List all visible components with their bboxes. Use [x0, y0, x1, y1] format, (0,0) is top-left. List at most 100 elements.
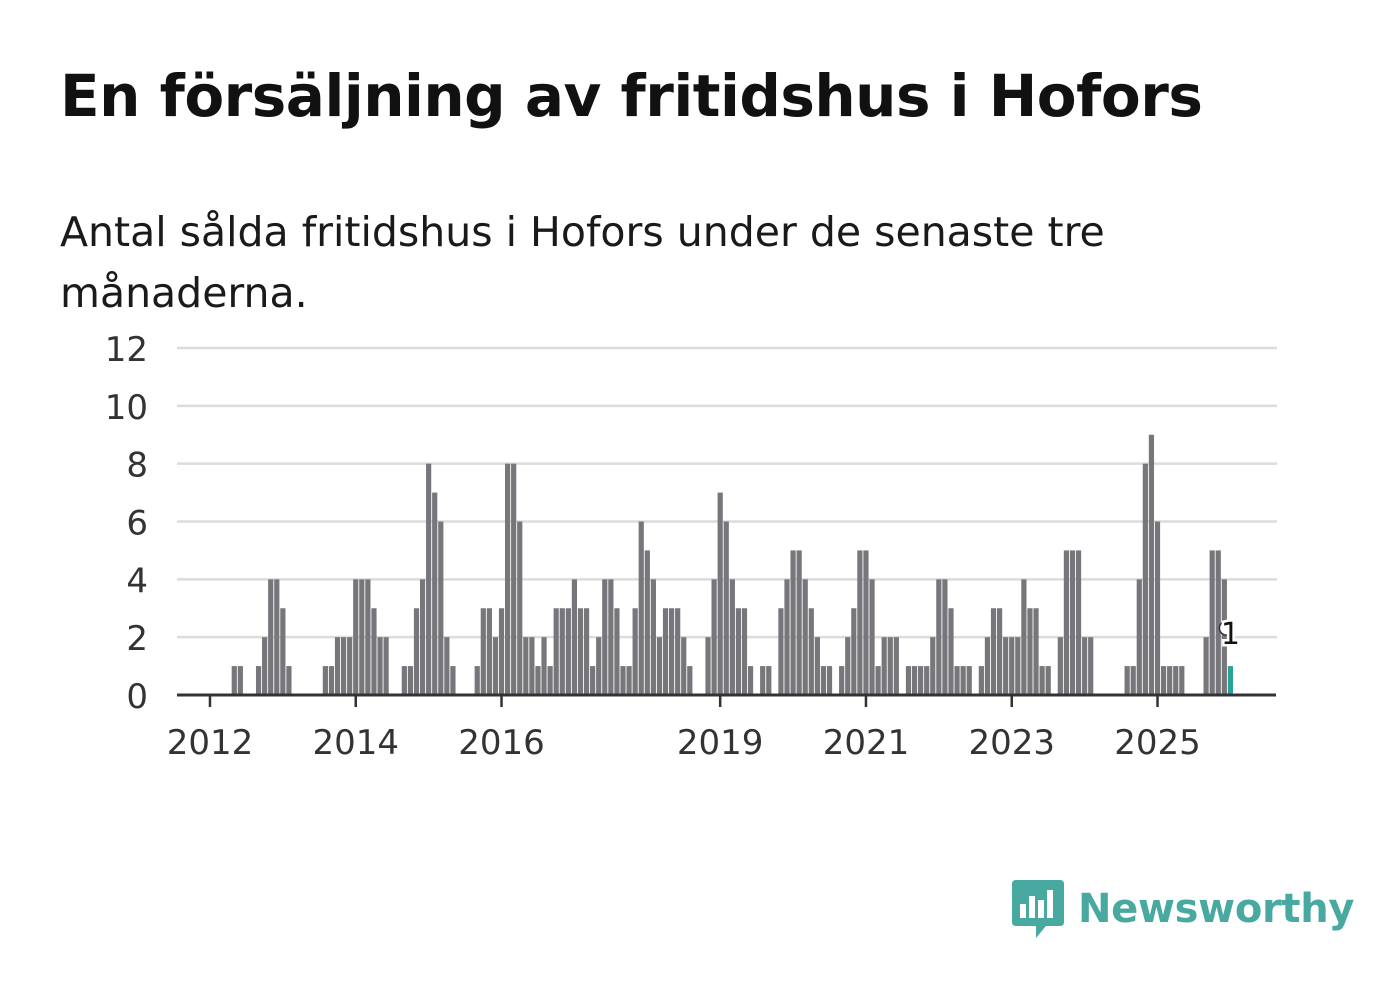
- bar: [359, 579, 365, 695]
- bar: [869, 579, 875, 695]
- bar: [614, 608, 620, 695]
- annotations: 1: [1218, 615, 1242, 655]
- bar: [608, 579, 614, 695]
- bar: [504, 463, 511, 695]
- bar: [650, 579, 656, 695]
- bar: [966, 666, 972, 695]
- bar: [1009, 637, 1015, 695]
- bar: [644, 550, 650, 695]
- bar: [662, 608, 669, 695]
- bar: [802, 579, 808, 695]
- bar: [796, 550, 802, 695]
- bar: [930, 637, 936, 695]
- bar: [918, 666, 924, 695]
- bar: [547, 666, 553, 695]
- bar: [1082, 637, 1088, 695]
- x-tick-label: 2021: [823, 723, 910, 763]
- bar: [1033, 608, 1039, 695]
- bar: [1063, 550, 1070, 695]
- bar: [778, 608, 784, 695]
- bar: [517, 521, 523, 695]
- bar: [583, 608, 590, 695]
- bar: [498, 608, 505, 695]
- bar: [820, 666, 827, 695]
- bar: [911, 666, 918, 695]
- bar: [268, 579, 274, 695]
- bar: [711, 579, 717, 695]
- bar: [668, 608, 675, 695]
- bar: [875, 666, 881, 695]
- bar: [620, 666, 626, 695]
- bar: [565, 608, 571, 695]
- bar: [432, 492, 438, 695]
- bar: [784, 579, 790, 695]
- bar: [741, 608, 748, 695]
- bar: [413, 608, 420, 695]
- bar: [523, 637, 529, 695]
- bar: [535, 666, 541, 695]
- bar: [328, 666, 335, 695]
- bar: [450, 666, 456, 695]
- bar: [262, 637, 268, 695]
- bar: [990, 608, 997, 695]
- bar: [735, 608, 742, 695]
- bar: [1209, 550, 1215, 695]
- bar: [960, 666, 966, 695]
- bar: [571, 579, 578, 695]
- newsworthy-logo-icon: [1012, 880, 1064, 938]
- highlight-value-label: 1: [1221, 617, 1240, 652]
- bar: [826, 666, 833, 695]
- bar: [1130, 666, 1136, 695]
- y-tick-label: 6: [126, 504, 148, 544]
- bar: [529, 637, 535, 695]
- bar: [857, 550, 863, 695]
- bar: [839, 666, 845, 695]
- chart-subtitle: Antal sålda fritidshus i Hofors under de…: [60, 208, 1105, 317]
- x-tick-label: 2025: [1114, 723, 1201, 763]
- y-tick-label: 10: [105, 388, 148, 428]
- bar: [978, 666, 984, 695]
- bar: [419, 579, 426, 695]
- bar: [365, 579, 371, 695]
- bars: [231, 434, 1234, 695]
- bar: [632, 608, 638, 695]
- bar: [426, 463, 432, 695]
- y-tick-label: 4: [126, 561, 148, 601]
- bar: [1136, 579, 1142, 695]
- bar: [893, 637, 899, 695]
- y-axis-ticks: 0 2 4 6 8 10 12: [105, 330, 148, 717]
- bar: [1203, 637, 1209, 695]
- bar: [474, 666, 480, 695]
- bar: [1179, 666, 1185, 695]
- bar: [984, 637, 991, 695]
- brand-logo: Newsworthy: [1010, 878, 1355, 940]
- y-tick-label: 0: [126, 677, 148, 717]
- bar: [1039, 666, 1045, 695]
- bar: [1069, 550, 1076, 695]
- x-tick-label: 2016: [458, 723, 545, 763]
- bar: [371, 608, 377, 695]
- bar: [511, 463, 517, 695]
- x-axis: 2012 2014 2016 2019 2021 2023 2025: [167, 693, 1276, 763]
- bar: [845, 637, 851, 695]
- bar: [553, 608, 559, 695]
- bar: [1173, 666, 1179, 695]
- bar: [638, 521, 644, 695]
- bar: [334, 637, 341, 695]
- bar: [1167, 666, 1173, 695]
- bar: [322, 666, 328, 695]
- bar: [905, 666, 912, 695]
- bar: [596, 637, 602, 695]
- y-tick-label: 2: [126, 619, 148, 659]
- bar: [280, 608, 286, 695]
- bar: [626, 666, 632, 695]
- bar: [863, 550, 869, 695]
- bar: [602, 579, 608, 695]
- bar: [675, 608, 681, 695]
- bar: [954, 666, 960, 695]
- bar: [1027, 608, 1033, 695]
- bar: [851, 608, 857, 695]
- bar: [948, 608, 954, 695]
- bar: [231, 666, 237, 695]
